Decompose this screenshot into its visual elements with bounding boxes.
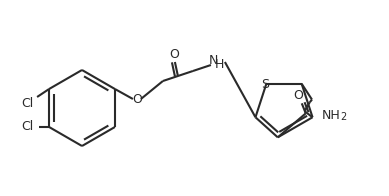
Text: Cl: Cl xyxy=(21,96,33,110)
Text: 2: 2 xyxy=(340,112,346,122)
Text: S: S xyxy=(261,78,269,91)
Text: O: O xyxy=(169,47,179,61)
Text: NH: NH xyxy=(322,109,340,122)
Text: H: H xyxy=(215,57,224,71)
Text: O: O xyxy=(293,89,303,102)
Text: Cl: Cl xyxy=(21,121,33,133)
Text: O: O xyxy=(132,93,142,105)
Text: N: N xyxy=(209,54,219,66)
